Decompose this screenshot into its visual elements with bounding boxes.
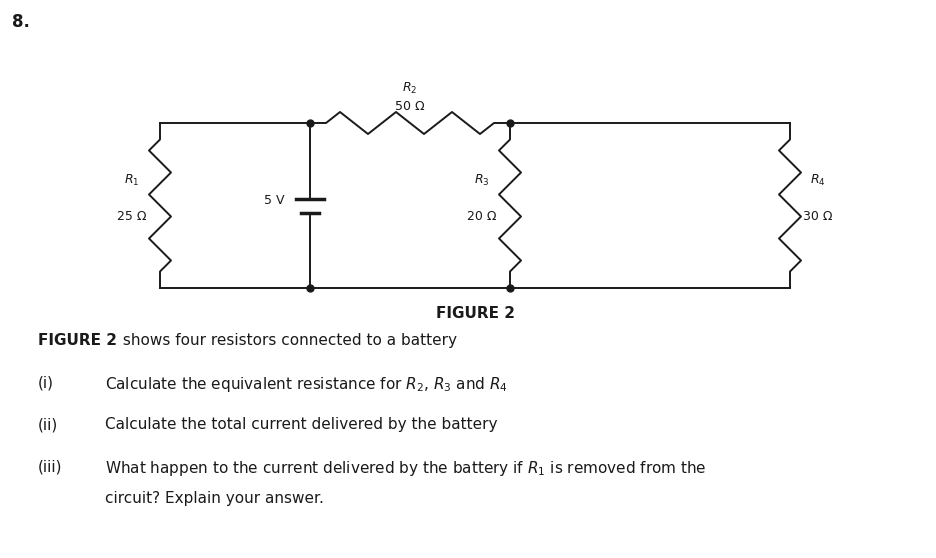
Text: $R_3$: $R_3$ bbox=[474, 174, 490, 189]
Text: (iii): (iii) bbox=[38, 459, 63, 474]
Text: $R_2$: $R_2$ bbox=[402, 81, 417, 96]
Text: Calculate the total current delivered by the battery: Calculate the total current delivered by… bbox=[105, 417, 497, 432]
Text: 8.: 8. bbox=[12, 13, 30, 31]
Text: 50 Ω: 50 Ω bbox=[395, 100, 424, 113]
Text: Calculate the equivalent resistance for $R_2$, $R_3$ and $R_4$: Calculate the equivalent resistance for … bbox=[105, 375, 507, 394]
Text: (i): (i) bbox=[38, 375, 54, 390]
Text: circuit? Explain your answer.: circuit? Explain your answer. bbox=[105, 491, 324, 506]
Text: (ii): (ii) bbox=[38, 417, 58, 432]
Text: 25 Ω: 25 Ω bbox=[117, 210, 147, 224]
Text: What happen to the current delivered by the battery if $R_1$ is removed from the: What happen to the current delivered by … bbox=[105, 459, 706, 478]
Text: 20 Ω: 20 Ω bbox=[467, 210, 496, 224]
Text: shows four resistors connected to a battery: shows four resistors connected to a batt… bbox=[118, 333, 457, 348]
Text: $R_1$: $R_1$ bbox=[124, 174, 139, 189]
Text: FIGURE 2: FIGURE 2 bbox=[38, 333, 117, 348]
Text: 5 V: 5 V bbox=[264, 194, 285, 207]
Text: $R_4$: $R_4$ bbox=[810, 174, 825, 189]
Text: 30 Ω: 30 Ω bbox=[802, 210, 832, 224]
Text: FIGURE 2: FIGURE 2 bbox=[435, 306, 514, 321]
